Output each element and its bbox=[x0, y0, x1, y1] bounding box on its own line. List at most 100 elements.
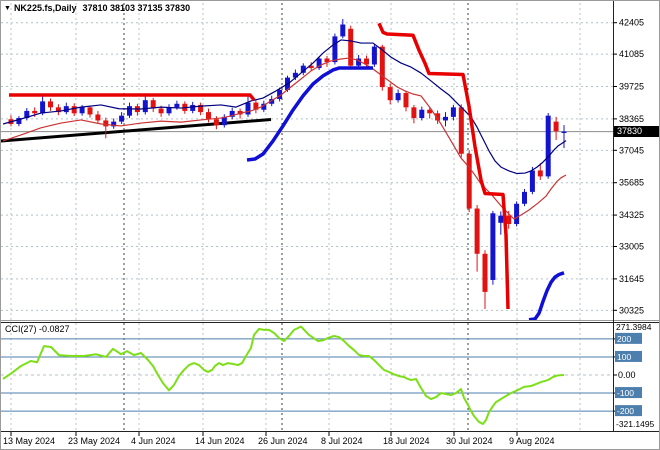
candle bbox=[553, 121, 559, 132]
candle bbox=[561, 131, 567, 134]
date-axis-label: 26 Jun 2024 bbox=[258, 436, 308, 446]
candle bbox=[95, 114, 101, 121]
candle bbox=[387, 87, 393, 101]
candle bbox=[245, 102, 251, 115]
main-panel bbox=[1, 19, 613, 321]
trendline bbox=[1, 117, 272, 143]
date-axis-label: 14 Jun 2024 bbox=[195, 436, 245, 446]
candle bbox=[490, 213, 496, 280]
cci-level-badge bbox=[615, 350, 642, 362]
trailing-stop-red-line bbox=[377, 22, 510, 310]
candle bbox=[32, 110, 38, 114]
price-axis-label: 42405 bbox=[619, 18, 644, 28]
price-axis-label: 35685 bbox=[619, 178, 644, 188]
price-axis-label: 38365 bbox=[619, 114, 644, 124]
candle bbox=[55, 107, 61, 113]
candle bbox=[79, 107, 85, 114]
price-axis-label: 37045 bbox=[619, 145, 644, 155]
candle bbox=[229, 110, 235, 117]
candle bbox=[324, 58, 330, 63]
candle bbox=[158, 108, 164, 114]
candle bbox=[395, 93, 401, 101]
candle bbox=[506, 215, 512, 225]
cci-line bbox=[2, 325, 565, 425]
candle bbox=[316, 58, 322, 69]
chart-title: ▼ NK225.fs,Daily 37810 38103 37135 37830 bbox=[4, 2, 190, 14]
cci-level-badge-label: 200 bbox=[617, 334, 631, 344]
symbol-period-label: NK225.fs,Daily bbox=[13, 3, 77, 13]
candle bbox=[111, 121, 117, 127]
candle bbox=[379, 46, 385, 88]
candle bbox=[261, 103, 267, 110]
candle bbox=[482, 253, 488, 292]
resistance-line bbox=[9, 93, 256, 102]
candle bbox=[498, 215, 504, 223]
cci-level-badge-label: -200 bbox=[617, 406, 634, 416]
trailing-stop-blue-line bbox=[528, 271, 565, 321]
candle bbox=[87, 107, 93, 115]
candle bbox=[474, 208, 480, 254]
candle bbox=[308, 65, 314, 69]
candle bbox=[522, 191, 527, 204]
cci-scale-min-label: -321.1495 bbox=[616, 419, 655, 429]
candle bbox=[119, 115, 125, 122]
candle bbox=[103, 120, 109, 127]
candle bbox=[71, 106, 77, 114]
candle bbox=[364, 58, 369, 65]
cci-scale-max-label: 271.3984 bbox=[616, 322, 652, 332]
candle bbox=[40, 101, 46, 114]
symbol-dropdown-icon[interactable]: ▼ bbox=[4, 5, 11, 12]
candle bbox=[371, 46, 377, 65]
current-price-badge: 37830 bbox=[614, 126, 659, 137]
candle bbox=[458, 107, 464, 154]
candle bbox=[150, 100, 156, 109]
price-axis-label: 41085 bbox=[619, 49, 644, 59]
candle bbox=[166, 107, 172, 114]
candle bbox=[529, 170, 535, 192]
candle bbox=[24, 110, 30, 119]
title-ohlc-values: 37810 38103 37135 37830 bbox=[82, 3, 191, 13]
candle bbox=[435, 113, 441, 121]
date-axis-label: 13 May 2024 bbox=[3, 436, 55, 446]
candle bbox=[514, 203, 520, 225]
price-axis-label: 30325 bbox=[619, 305, 644, 315]
price-axis-label: 39725 bbox=[619, 82, 644, 92]
candle bbox=[545, 115, 551, 177]
candle bbox=[450, 107, 456, 117]
cci-level-badge bbox=[615, 405, 642, 417]
candle bbox=[292, 72, 298, 78]
candle bbox=[213, 119, 219, 126]
ma-fast-line bbox=[2, 39, 567, 175]
cci-panel bbox=[1, 325, 613, 425]
candle bbox=[300, 65, 306, 73]
candle bbox=[48, 101, 53, 108]
candle bbox=[277, 89, 283, 100]
candle bbox=[190, 104, 196, 111]
candle bbox=[269, 99, 275, 104]
date-axis-label: 8 Jul 2024 bbox=[321, 436, 363, 446]
candle bbox=[356, 58, 362, 66]
price-axis-label: 31645 bbox=[619, 274, 644, 284]
candle bbox=[340, 24, 346, 37]
date-axis-label: 18 Jul 2024 bbox=[383, 436, 430, 446]
candle bbox=[537, 170, 543, 177]
candle bbox=[127, 106, 132, 116]
candle bbox=[403, 93, 409, 108]
trailing-stop-blue-line bbox=[246, 66, 373, 162]
candle bbox=[466, 153, 472, 209]
cci-zero-label: 0.00 bbox=[618, 370, 636, 380]
cci-level-badge bbox=[615, 332, 642, 344]
candle bbox=[427, 109, 433, 114]
candle bbox=[332, 36, 338, 63]
date-axis-label: 9 Aug 2024 bbox=[509, 436, 555, 446]
date-axis-label: 30 Jul 2024 bbox=[446, 436, 493, 446]
candle bbox=[142, 100, 148, 113]
cci-level-badge-label: 100 bbox=[617, 352, 631, 362]
candle bbox=[198, 104, 204, 113]
candle bbox=[16, 118, 22, 125]
candle bbox=[419, 109, 425, 119]
cci-indicator-label: CCI(27) -0.0827 bbox=[5, 324, 70, 334]
date-axis-label: 23 May 2024 bbox=[68, 436, 120, 446]
